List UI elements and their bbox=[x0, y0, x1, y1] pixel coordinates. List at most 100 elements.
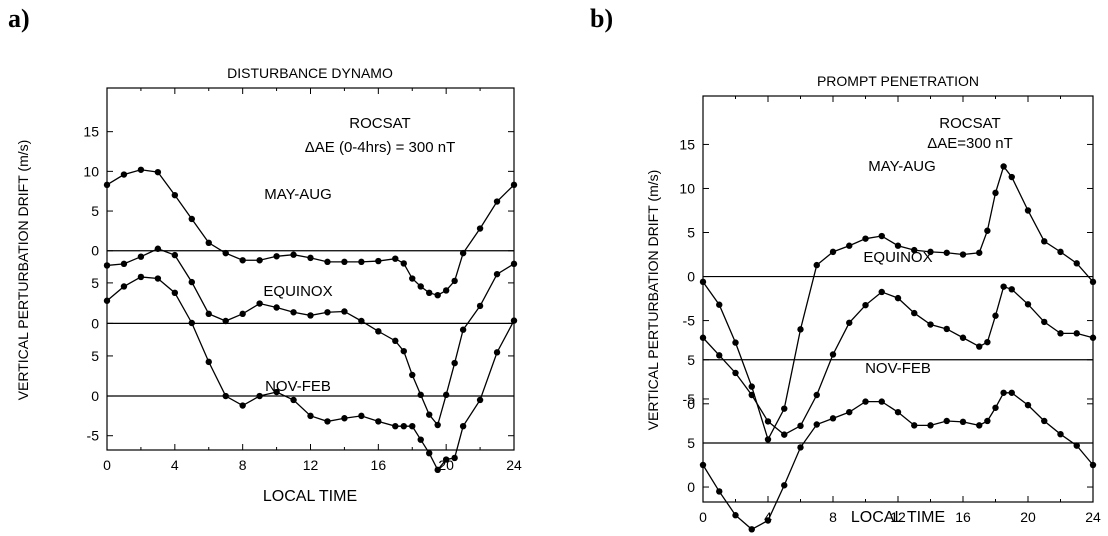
y-tick-label: 5 bbox=[91, 203, 99, 219]
data-point bbox=[137, 273, 145, 281]
data-point bbox=[927, 321, 934, 328]
y-axis-label: VERTICAL PERTURBATION DRIFT (m/s) bbox=[15, 140, 31, 401]
y-tick-label: -5 bbox=[87, 428, 100, 444]
data-point bbox=[1073, 330, 1080, 337]
x-tick-label: 24 bbox=[1085, 509, 1101, 525]
data-point bbox=[358, 258, 365, 266]
data-point bbox=[846, 242, 853, 249]
data-point bbox=[341, 258, 348, 266]
x-axis-label: LOCAL TIME bbox=[263, 488, 357, 505]
data-point bbox=[171, 289, 179, 297]
data-point bbox=[732, 339, 739, 346]
y-tick-label: 10 bbox=[83, 163, 99, 179]
data-point bbox=[290, 309, 297, 316]
data-point bbox=[426, 411, 433, 418]
data-point bbox=[797, 326, 804, 333]
data-point bbox=[976, 249, 983, 256]
data-point bbox=[493, 349, 501, 356]
data-point bbox=[188, 215, 195, 223]
x-tick-label: 16 bbox=[371, 457, 387, 473]
series-label: EQUINOX bbox=[863, 249, 932, 266]
y-tick-label: 15 bbox=[83, 124, 99, 140]
data-point bbox=[273, 388, 280, 396]
data-point bbox=[732, 512, 739, 519]
data-point bbox=[451, 359, 458, 367]
data-point bbox=[894, 294, 902, 302]
y-tick-label: 5 bbox=[91, 275, 99, 291]
data-point bbox=[797, 444, 804, 451]
data-point bbox=[894, 408, 902, 416]
data-point bbox=[434, 466, 441, 474]
data-point bbox=[290, 396, 297, 404]
data-point bbox=[781, 431, 788, 438]
data-point bbox=[984, 338, 991, 346]
data-point bbox=[911, 246, 918, 254]
data-point bbox=[120, 283, 128, 290]
data-point bbox=[154, 245, 162, 252]
data-point bbox=[992, 189, 999, 197]
data-point bbox=[103, 262, 111, 269]
y-tick-label: 5 bbox=[91, 348, 99, 364]
series-label: MAY-AUG bbox=[264, 186, 332, 203]
series-label: EQUINOX bbox=[263, 283, 332, 300]
data-point bbox=[400, 422, 407, 430]
data-point bbox=[434, 421, 441, 429]
x-tick-label: 4 bbox=[764, 509, 772, 525]
data-point bbox=[188, 319, 195, 327]
data-point bbox=[716, 301, 723, 308]
annotation-text: ROCSAT bbox=[349, 115, 410, 132]
data-point bbox=[273, 304, 280, 311]
panel-label-b: b) bbox=[590, 4, 614, 33]
data-point bbox=[1073, 442, 1080, 449]
y-tick-label: 0 bbox=[91, 388, 99, 404]
data-point bbox=[222, 317, 229, 325]
data-point bbox=[137, 253, 145, 260]
data-point bbox=[1057, 248, 1064, 256]
data-point bbox=[1041, 318, 1048, 326]
data-point bbox=[976, 343, 983, 350]
data-point bbox=[103, 297, 111, 304]
data-point bbox=[375, 257, 382, 265]
data-point bbox=[764, 517, 772, 524]
data-point bbox=[358, 317, 365, 325]
data-point bbox=[256, 257, 263, 264]
data-point bbox=[829, 351, 837, 358]
data-point bbox=[137, 166, 145, 173]
data-point bbox=[862, 398, 869, 405]
data-point bbox=[459, 326, 467, 333]
data-point bbox=[829, 248, 837, 256]
data-point bbox=[984, 227, 991, 234]
data-point bbox=[171, 251, 179, 259]
data-point bbox=[1041, 417, 1048, 425]
data-point bbox=[878, 398, 885, 405]
data-point bbox=[120, 260, 128, 268]
data-point bbox=[392, 255, 399, 262]
data-point bbox=[417, 436, 424, 443]
data-point bbox=[239, 257, 246, 264]
data-point bbox=[813, 421, 820, 428]
data-point bbox=[120, 171, 128, 178]
data-point bbox=[341, 415, 348, 422]
panel-label-a: a) bbox=[8, 4, 30, 33]
data-point bbox=[358, 412, 365, 420]
chart-title: PROMPT PENETRATION bbox=[817, 73, 979, 89]
data-point bbox=[222, 392, 229, 400]
data-point bbox=[846, 408, 853, 416]
data-point bbox=[959, 251, 967, 258]
x-tick-label: 0 bbox=[103, 457, 111, 473]
data-point bbox=[459, 422, 467, 430]
data-point bbox=[943, 325, 950, 333]
data-point bbox=[748, 391, 755, 399]
y-tick-label: 10 bbox=[679, 180, 695, 196]
y-tick-label: 0 bbox=[687, 479, 695, 495]
x-tick-label: 8 bbox=[829, 509, 837, 525]
data-point bbox=[1000, 389, 1007, 396]
data-point bbox=[205, 310, 212, 318]
data-point bbox=[442, 456, 450, 463]
y-tick-label: -5 bbox=[683, 391, 696, 407]
data-point bbox=[878, 232, 885, 240]
data-point bbox=[1057, 430, 1064, 438]
data-point bbox=[911, 309, 918, 317]
series-line bbox=[702, 165, 1094, 442]
